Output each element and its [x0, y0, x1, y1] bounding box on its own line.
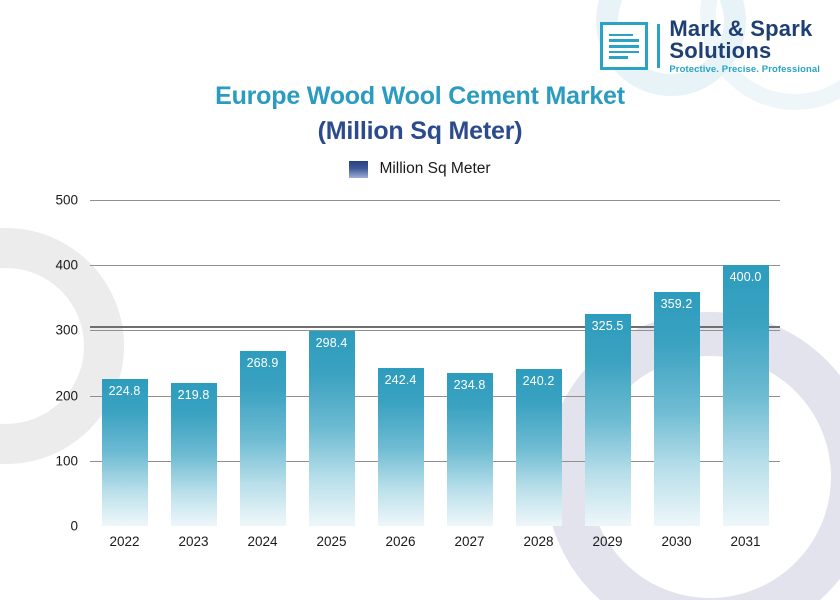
- bar-slot: 242.4: [366, 200, 435, 526]
- bar-slot: 268.9: [228, 200, 297, 526]
- bar-2028[interactable]: 240.2: [515, 369, 562, 526]
- bar-value-label: 224.8: [108, 384, 141, 399]
- y-axis-tick-label: 0: [70, 518, 78, 534]
- gridline: [90, 330, 780, 332]
- bar-2031[interactable]: 400.0: [722, 265, 769, 526]
- bar-series-million-sq-meter: 224.8 219.8 268.9 298.4 242.4 234.8 240.2 325.5…: [90, 200, 780, 526]
- chart-legend: Million Sq Meter: [0, 160, 840, 178]
- bar-slot: 400.0: [711, 200, 780, 526]
- x-axis-line: [90, 326, 780, 328]
- document-icon: [600, 22, 649, 71]
- plot-area: [90, 200, 780, 526]
- x-axis-tick-label: 2031: [730, 534, 761, 549]
- x-axis-tick-label: 2024: [247, 534, 278, 549]
- gridline: [90, 460, 780, 462]
- y-axis-tick-label: 100: [55, 453, 78, 469]
- bar-slot: 224.8: [90, 200, 159, 526]
- brand-logo: Mark & Spark Solutions Protective. Preci…: [600, 18, 820, 75]
- bar-2026[interactable]: 242.4: [377, 367, 424, 526]
- brand-name-line1: Mark & Spark: [669, 16, 813, 41]
- y-axis-tick-label: 400: [55, 257, 78, 273]
- bar-2030[interactable]: 359.2: [653, 291, 700, 526]
- x-axis-tick-label: 2027: [454, 534, 485, 549]
- bar-2023[interactable]: 219.8: [170, 382, 217, 526]
- bar-value-label: 242.4: [384, 372, 417, 387]
- bar-value-label: 268.9: [246, 355, 279, 370]
- logo-divider: [657, 24, 661, 69]
- x-axis-tick-label: 2022: [109, 534, 140, 549]
- chart-title-line1: Europe Wood Wool Cement Market: [215, 82, 625, 110]
- x-axis-labels: 2022 2023 2024 2025 2026 2027 2028 2029 2030 2031: [90, 534, 780, 549]
- chart-title: Europe Wood Wool Cement Market (Million …: [0, 82, 840, 146]
- bar-slot: 359.2: [642, 200, 711, 526]
- x-axis-tick-label: 2023: [178, 534, 209, 549]
- x-axis-tick-label: 2026: [385, 534, 416, 549]
- bar-slot: 219.8: [159, 200, 228, 526]
- bar-2022[interactable]: 224.8: [101, 379, 148, 526]
- brand-name-line2: Solutions: [669, 38, 772, 63]
- y-axis-tick-label: 500: [55, 192, 78, 208]
- bar-2024[interactable]: 268.9: [239, 350, 286, 526]
- bar-value-label: 359.2: [660, 296, 693, 311]
- gridline: [90, 395, 780, 397]
- y-axis-tick-label: 200: [55, 388, 78, 404]
- x-axis-tick-label: 2030: [661, 534, 692, 549]
- brand-text: Mark & Spark Solutions Protective. Preci…: [669, 18, 820, 75]
- bar-2027[interactable]: 234.8: [446, 372, 493, 526]
- x-axis-tick-label: 2025: [316, 534, 347, 549]
- bar-value-label: 400.0: [729, 270, 762, 285]
- bar-value-label: 234.8: [453, 377, 486, 392]
- x-axis-tick-label: 2028: [523, 534, 554, 549]
- x-axis-tick-label: 2029: [592, 534, 623, 549]
- bar-slot: 240.2: [504, 200, 573, 526]
- bar-2025[interactable]: 298.4: [308, 331, 355, 526]
- bar-2029[interactable]: 325.5: [584, 313, 631, 526]
- bar-value-label: 298.4: [315, 336, 348, 351]
- bar-value-label: 325.5: [591, 318, 624, 333]
- legend-label-million-sq-meter: Million Sq Meter: [379, 160, 491, 177]
- brand-tagline: Protective. Precise. Professional: [669, 64, 820, 75]
- bar-value-label: 240.2: [522, 374, 555, 389]
- y-axis-tick-label: 300: [55, 322, 78, 338]
- bar-slot: 325.5: [573, 200, 642, 526]
- bar-value-label: 219.8: [177, 387, 210, 402]
- legend-swatch-million-sq-meter: [349, 160, 369, 178]
- gridline: [90, 265, 780, 267]
- gridline: [90, 200, 780, 201]
- bar-slot: 234.8: [435, 200, 504, 526]
- bar-slot: 298.4: [297, 200, 366, 526]
- chart-title-line2: (Million Sq Meter): [317, 117, 523, 145]
